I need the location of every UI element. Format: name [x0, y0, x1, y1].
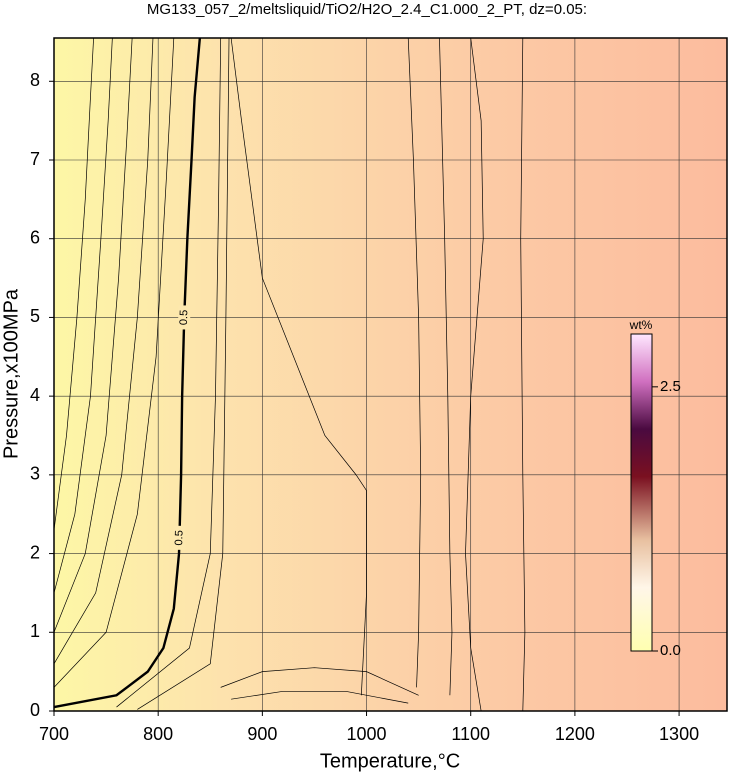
x-tick-label: 1300 — [659, 724, 699, 744]
contour-line — [53, 37, 175, 688]
contour-line — [465, 37, 484, 712]
y-tick-label: 5 — [30, 306, 40, 326]
colorbar-tick-label: 2.5 — [660, 378, 681, 395]
y-tick-label: 2 — [30, 542, 40, 562]
y-tick-label: 7 — [30, 149, 40, 169]
plot-background — [54, 38, 727, 711]
y-axis-label: Pressure,x100MPa — [0, 288, 22, 459]
y-tick-label: 4 — [30, 385, 40, 405]
contour-line — [231, 690, 409, 704]
contour-line — [116, 37, 222, 708]
contour-line — [220, 667, 419, 696]
contour-line — [53, 37, 113, 594]
colorbar — [630, 333, 653, 652]
contour-label-bg — [173, 525, 186, 550]
y-tick-label: 8 — [30, 70, 40, 90]
x-tick-label: 1200 — [555, 724, 595, 744]
y-tick-label: 0 — [30, 700, 40, 720]
contour-line — [407, 37, 422, 688]
x-tick-label: 700 — [39, 724, 69, 744]
contour-line — [53, 37, 154, 664]
contour-line — [520, 37, 526, 712]
contour-line — [53, 37, 94, 531]
contour-label: 0.5 — [173, 530, 186, 546]
contour-label-bg — [178, 305, 191, 330]
contour-line — [230, 37, 367, 696]
x-tick-label: 800 — [143, 724, 173, 744]
y-tick-label: 1 — [30, 621, 40, 641]
colorbar-label: wt% — [629, 318, 653, 332]
y-tick-label: 6 — [30, 227, 40, 247]
chart-title: MG133_057_2/meltsliquid/TiO2/H2O_2.4_C1.… — [147, 1, 587, 18]
x-axis-label: Temperature,°C — [320, 750, 460, 772]
colorbar-tick-label: 0.0 — [660, 642, 681, 659]
plot-frame — [53, 37, 728, 712]
x-tick-label: 1100 — [451, 724, 490, 744]
y-tick-label: 3 — [30, 464, 40, 484]
contour-line — [439, 37, 453, 696]
contour-label: 0.5 — [178, 310, 191, 326]
contour-line — [53, 37, 202, 709]
contour-line — [137, 37, 230, 710]
x-tick-label: 1000 — [347, 724, 387, 744]
contour-line — [53, 37, 133, 633]
x-tick-label: 900 — [247, 724, 277, 744]
